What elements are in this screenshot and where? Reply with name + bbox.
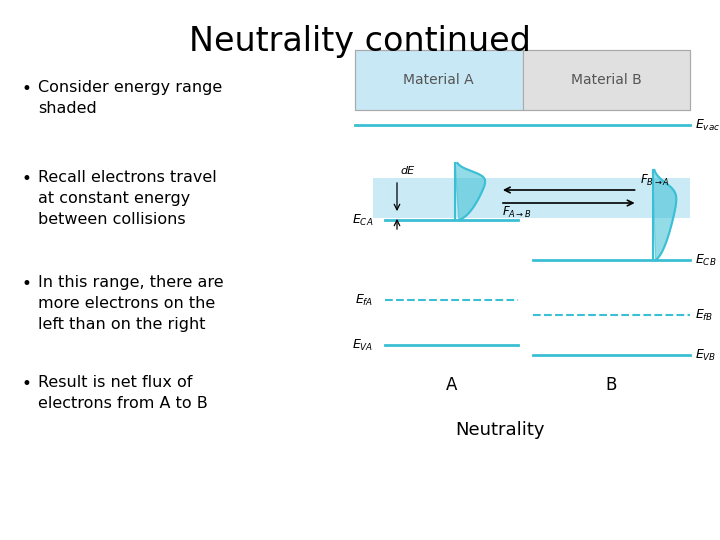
Polygon shape (652, 170, 676, 260)
Text: B: B (606, 376, 617, 394)
Text: $E_{vac}$: $E_{vac}$ (695, 117, 720, 132)
Text: Neutrality continued: Neutrality continued (189, 25, 531, 58)
Bar (355, 50, 690, 110)
Polygon shape (455, 163, 485, 220)
Text: $E_{VA}$: $E_{VA}$ (352, 338, 373, 353)
Text: $E_{VB}$: $E_{VB}$ (695, 347, 716, 362)
Text: Material A: Material A (403, 73, 474, 87)
Text: •: • (22, 275, 32, 293)
Bar (523, 50, 690, 110)
Bar (373, 178, 690, 218)
Text: $E_{fA}$: $E_{fA}$ (355, 293, 373, 308)
Text: $E_{fB}$: $E_{fB}$ (695, 307, 714, 322)
Text: Recall electrons travel
at constant energy
between collisions: Recall electrons travel at constant ener… (38, 170, 217, 227)
Text: Result is net flux of
electrons from A to B: Result is net flux of electrons from A t… (38, 375, 208, 411)
Text: $F_{A\rightarrow B}$: $F_{A\rightarrow B}$ (502, 205, 531, 220)
Text: Material B: Material B (571, 73, 642, 87)
Text: dE: dE (400, 166, 414, 176)
Text: A: A (446, 376, 457, 394)
Text: •: • (22, 375, 32, 393)
Bar (355, 50, 523, 110)
Text: $E_{CB}$: $E_{CB}$ (695, 252, 716, 267)
Text: Neutrality: Neutrality (455, 421, 545, 439)
Text: $F_{B\rightarrow A}$: $F_{B\rightarrow A}$ (639, 173, 669, 188)
Text: In this range, there are
more electrons on the
left than on the right: In this range, there are more electrons … (38, 275, 224, 332)
Text: •: • (22, 80, 32, 98)
Text: $E_{CA}$: $E_{CA}$ (351, 212, 373, 227)
Text: Consider energy range
shaded: Consider energy range shaded (38, 80, 222, 116)
Text: •: • (22, 170, 32, 188)
